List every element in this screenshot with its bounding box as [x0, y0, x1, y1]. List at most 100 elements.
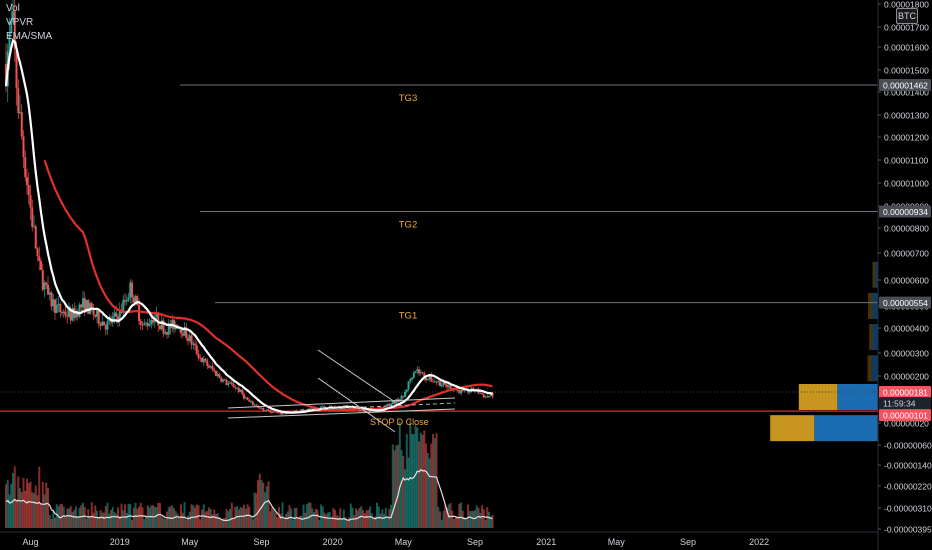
volume-bar [255, 493, 258, 528]
volume-bar [64, 516, 67, 528]
candle-body [276, 412, 279, 413]
volume-bar [92, 512, 95, 528]
y-tick-label: 0.00000700 [884, 249, 929, 259]
y-tick-label: 0.00000600 [884, 276, 929, 286]
candle-body [426, 378, 429, 381]
candle-body [202, 358, 205, 363]
y-tick-label: 0.00001300 [884, 111, 929, 121]
volume-bar [237, 509, 240, 528]
candle-body [229, 382, 232, 384]
volume-bar [31, 492, 34, 528]
volume-bar [190, 504, 193, 528]
volume-bar [479, 512, 482, 528]
candle-body [75, 311, 78, 318]
volume-bar [19, 488, 22, 528]
volume-bar [124, 504, 127, 528]
candle-body [29, 195, 32, 208]
volume-bar [449, 503, 452, 528]
volume-bar [69, 506, 72, 528]
volume-bar [260, 480, 263, 528]
y-tick-label: -0.00000395 [884, 525, 932, 535]
volume-bar [122, 510, 125, 528]
candle-body [444, 381, 447, 385]
candle-body [400, 395, 403, 400]
candle-body [246, 397, 249, 401]
volume-bar [29, 481, 32, 528]
candle-body [43, 282, 46, 290]
candle-body [150, 319, 153, 325]
candle-body [227, 383, 230, 385]
volume-ma-line [5, 468, 493, 522]
volume-bar [141, 507, 144, 528]
candle-body [143, 323, 146, 325]
vpvr-bar-up [867, 355, 872, 382]
indicator-ema-sma-label[interactable]: EMA/SMA [6, 31, 53, 42]
candle-body [57, 304, 60, 305]
candle-body [278, 412, 281, 414]
volume-bar [153, 506, 156, 528]
candle-body [232, 383, 235, 388]
volume-bar [36, 495, 39, 528]
volume-bar [162, 517, 165, 528]
volume-bar [216, 512, 219, 528]
volume-bar [83, 506, 86, 528]
volume-bar [8, 494, 11, 528]
volume-bar [314, 508, 317, 528]
candle-body [230, 382, 233, 384]
volume-bar [33, 492, 36, 528]
volume-bar [306, 504, 309, 528]
candle-body [272, 411, 275, 413]
volume-bar [383, 513, 386, 528]
candle-body [407, 381, 410, 390]
volume-bar [437, 506, 440, 528]
volume-bar [397, 444, 400, 528]
volume-bar [488, 512, 491, 528]
volume-bar [302, 504, 305, 528]
volume-bar [489, 516, 492, 528]
volume-bar [215, 513, 218, 528]
candle-body [206, 360, 209, 366]
candle-body [164, 332, 167, 334]
candle-body [211, 366, 214, 370]
indicator-vpvr-label[interactable]: VPVR [6, 17, 34, 28]
candle-body [281, 412, 284, 415]
candle-body [449, 385, 452, 390]
volume-bar [491, 514, 494, 528]
volume-bar [73, 509, 76, 528]
candle-body [430, 375, 433, 382]
volume-bar [253, 492, 256, 528]
candle-body [369, 409, 372, 413]
volume-bar [444, 505, 447, 528]
volume-bar [376, 502, 379, 528]
volume-bar [362, 509, 365, 528]
candle-body [481, 393, 484, 395]
volume-bar [353, 515, 356, 528]
candle-body [132, 297, 135, 303]
volume-bar [132, 507, 135, 528]
candle-body [414, 371, 417, 373]
volume-bar [145, 515, 148, 528]
channel-top-line [227, 397, 456, 409]
candle-body [428, 375, 431, 379]
volume-bar [62, 506, 65, 528]
volume-bar [106, 502, 109, 528]
indicator-vol-label[interactable]: Vol [6, 3, 20, 14]
volume-bar [17, 476, 20, 528]
candle-body [167, 323, 170, 335]
candle-body [15, 48, 18, 89]
volume-bar [446, 507, 449, 528]
volume-bar [423, 430, 426, 528]
volume-bar [66, 508, 69, 528]
volume-bar [211, 514, 214, 528]
volume-bar [206, 510, 209, 528]
volume-bar [274, 512, 277, 528]
volume-bar [374, 516, 377, 528]
candle-body [36, 248, 39, 257]
quote-currency-badge[interactable]: BTC [896, 8, 918, 24]
candle-body [213, 369, 216, 372]
price-tag-tg1: 0.00000554 [883, 298, 928, 308]
candle-body [106, 321, 109, 330]
candle-body [136, 295, 139, 306]
volume-bar [38, 466, 41, 528]
